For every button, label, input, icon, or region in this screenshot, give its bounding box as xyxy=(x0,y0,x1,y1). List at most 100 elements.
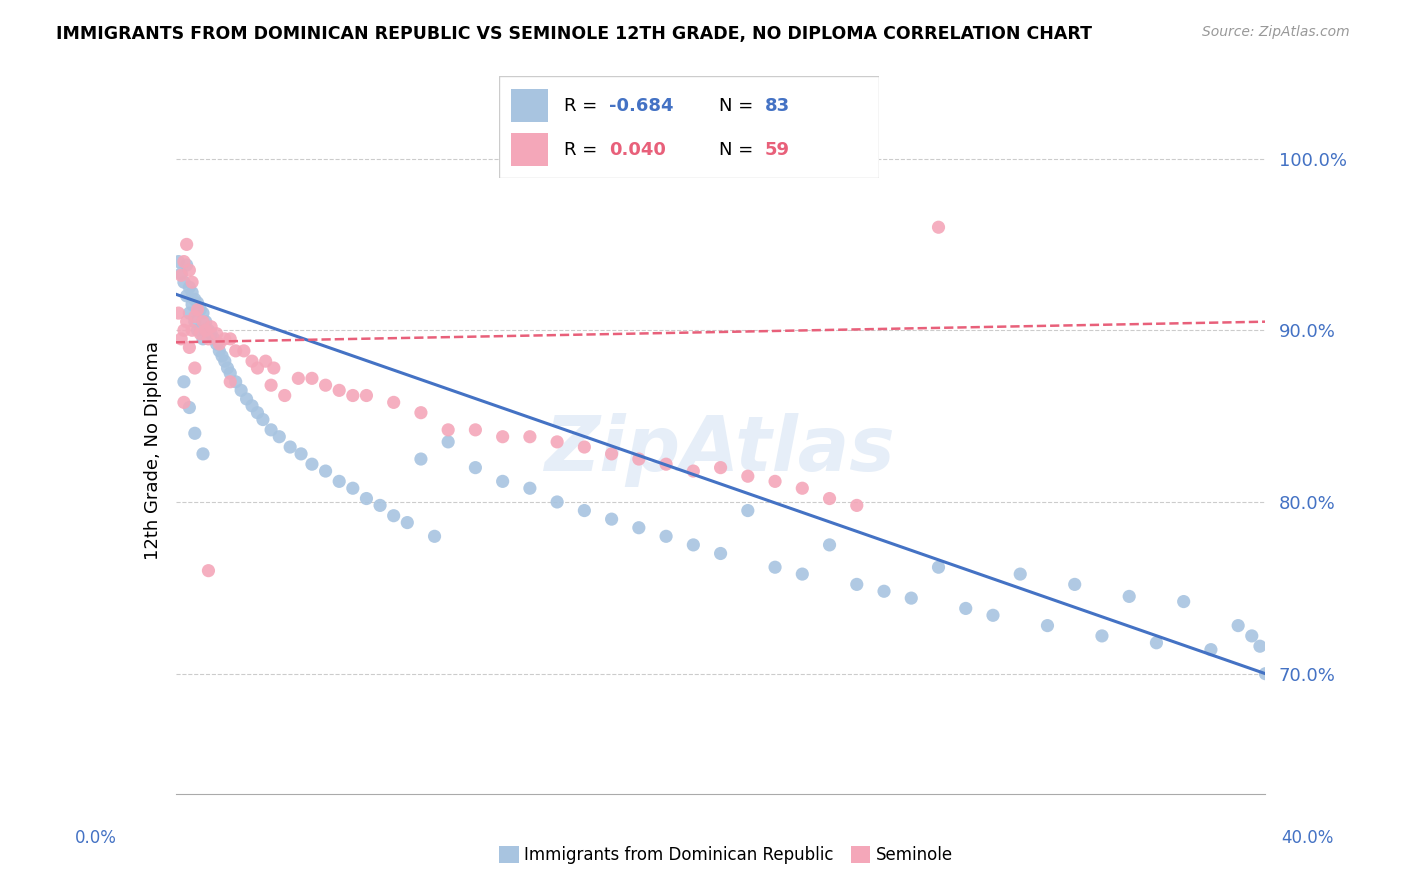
Text: -0.684: -0.684 xyxy=(609,96,673,114)
Point xyxy=(437,434,460,449)
Point xyxy=(260,378,283,392)
Point xyxy=(217,361,239,376)
Point xyxy=(519,430,541,444)
Point xyxy=(1240,629,1263,643)
Point xyxy=(1249,639,1271,653)
Point xyxy=(655,529,678,543)
Point xyxy=(186,295,209,310)
Point xyxy=(274,388,297,402)
Point xyxy=(1254,666,1277,681)
Point xyxy=(184,361,207,376)
Point xyxy=(246,361,269,376)
Point xyxy=(173,395,195,409)
Point xyxy=(184,426,207,441)
Point xyxy=(184,310,207,324)
Point xyxy=(191,332,214,346)
Point xyxy=(184,293,207,307)
Y-axis label: 12th Grade, No Diploma: 12th Grade, No Diploma xyxy=(143,341,162,560)
Point xyxy=(1036,618,1059,632)
Point xyxy=(492,430,515,444)
Point xyxy=(328,384,350,398)
Point xyxy=(278,440,301,454)
Text: R =: R = xyxy=(564,141,603,159)
Point xyxy=(232,343,254,358)
Point xyxy=(845,577,868,591)
Point xyxy=(188,326,211,341)
Point xyxy=(179,401,201,415)
Point xyxy=(1063,577,1085,591)
Text: Immigrants from Dominican Republic: Immigrants from Dominican Republic xyxy=(524,846,834,863)
Point xyxy=(170,332,193,346)
Point xyxy=(173,375,195,389)
Point xyxy=(382,395,405,409)
Point xyxy=(205,337,228,351)
Point xyxy=(546,495,568,509)
Point xyxy=(240,399,263,413)
Point xyxy=(194,323,217,337)
Point xyxy=(737,503,759,517)
Point xyxy=(176,258,198,272)
Point xyxy=(211,349,233,363)
Point xyxy=(214,354,236,368)
Point xyxy=(682,464,704,478)
Point xyxy=(315,464,337,478)
Point xyxy=(202,332,225,346)
Point xyxy=(437,423,460,437)
Point xyxy=(200,319,222,334)
Point xyxy=(301,457,323,471)
Point xyxy=(763,560,786,574)
Point xyxy=(1118,590,1140,604)
Point xyxy=(225,343,247,358)
Point xyxy=(382,508,405,523)
Point xyxy=(186,302,209,317)
Point xyxy=(328,475,350,489)
Point xyxy=(170,268,193,283)
Point xyxy=(492,475,515,489)
Point xyxy=(246,406,269,420)
Point xyxy=(181,323,204,337)
Point xyxy=(179,340,201,354)
Point xyxy=(214,332,236,346)
Bar xyxy=(510,133,548,166)
Point xyxy=(181,297,204,311)
Point xyxy=(254,354,277,368)
Point xyxy=(287,371,309,385)
Text: ZipAtlas: ZipAtlas xyxy=(546,414,896,487)
Point xyxy=(191,315,214,329)
Point xyxy=(981,608,1004,623)
Point xyxy=(181,285,204,300)
Point xyxy=(240,354,263,368)
Point xyxy=(315,378,337,392)
Point xyxy=(188,302,211,317)
Text: 0.0%: 0.0% xyxy=(75,830,117,847)
Point xyxy=(409,406,432,420)
Point xyxy=(792,567,814,582)
Point xyxy=(342,481,364,495)
Point xyxy=(173,254,195,268)
Point xyxy=(252,412,274,426)
Point xyxy=(600,512,623,526)
Point xyxy=(928,220,950,235)
Point xyxy=(710,546,733,560)
Point xyxy=(1010,567,1032,582)
Text: 40.0%: 40.0% xyxy=(1281,830,1334,847)
Point xyxy=(845,499,868,513)
Text: Source: ZipAtlas.com: Source: ZipAtlas.com xyxy=(1202,25,1350,39)
Point xyxy=(179,263,201,277)
Point xyxy=(184,315,207,329)
Point xyxy=(191,447,214,461)
Point xyxy=(600,447,623,461)
Point xyxy=(235,392,257,406)
Point xyxy=(737,469,759,483)
Point xyxy=(290,447,312,461)
Point xyxy=(231,384,253,398)
Point xyxy=(208,337,231,351)
Text: 83: 83 xyxy=(765,96,790,114)
Point xyxy=(225,375,247,389)
Point xyxy=(167,254,190,268)
Point xyxy=(219,366,242,380)
Point xyxy=(173,323,195,337)
Point xyxy=(179,280,201,294)
Point xyxy=(900,591,922,606)
Point xyxy=(173,275,195,289)
